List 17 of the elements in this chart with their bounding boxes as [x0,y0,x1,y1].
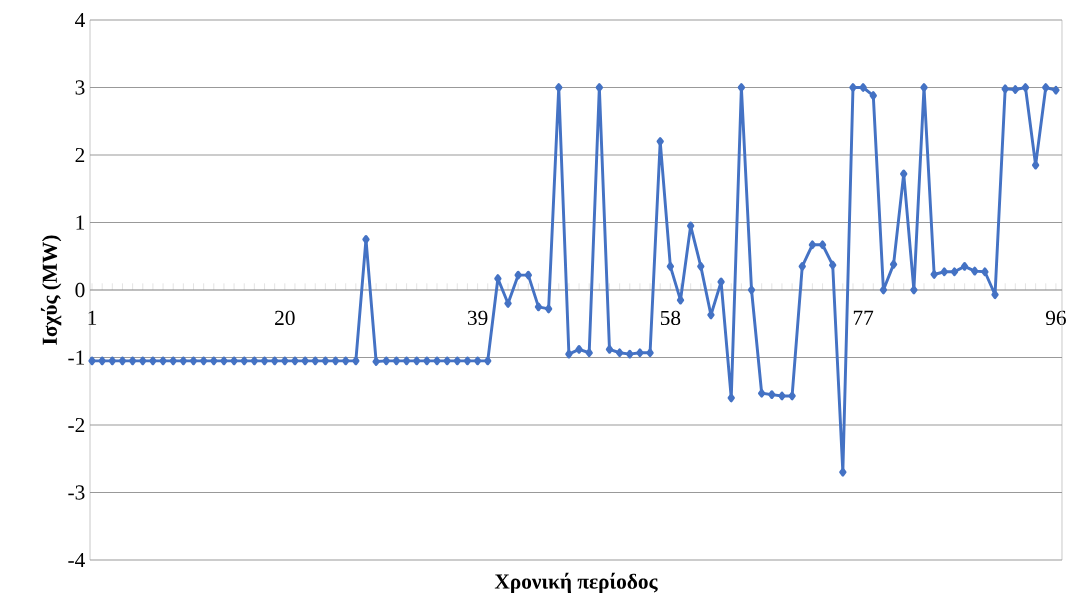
y-tick-label: 3 [75,80,85,95]
y-tick-label: -4 [68,552,85,568]
y-tick-label: 0 [75,282,85,298]
y-tick-label: 2 [75,147,85,163]
x-axis-title: Χρονική περίοδος [494,572,658,594]
y-tick-label: 1 [76,215,85,230]
x-tick-label: 77 [853,310,874,325]
y-tick-label: 4 [75,12,85,28]
x-tick-label: 96 [1045,310,1066,326]
x-tick-label: 20 [275,310,295,326]
x-tick-label: 1 [88,310,97,325]
y-tick-label: -3 [68,485,85,500]
y-tick-label: -1 [68,350,85,365]
x-tick-label: 39 [467,310,488,326]
y-tick-label: -2 [68,417,85,433]
x-tick-label: 58 [660,310,681,326]
y-axis-title: Ισχύς (MW) [40,235,62,345]
